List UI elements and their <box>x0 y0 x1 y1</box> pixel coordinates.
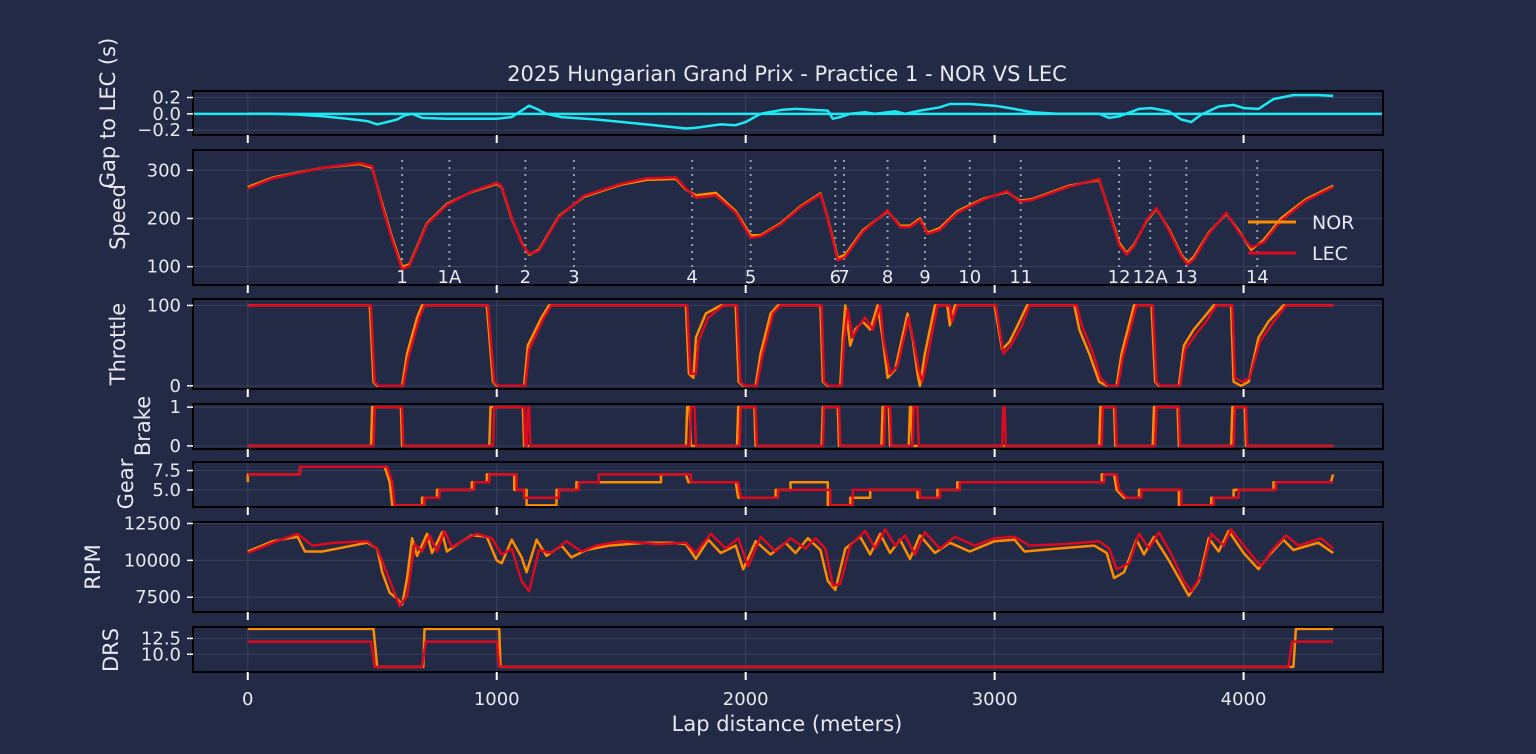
y-axis-title-speed: Speed <box>106 184 130 250</box>
corner-label-3: 3 <box>568 267 579 288</box>
legend: NOR LEC <box>1248 212 1354 265</box>
corner-label-0: 1 <box>396 267 407 288</box>
series-line-gear-nor <box>246 465 1335 507</box>
chart-title: 2025 Hungarian Grand Prix - Practice 1 -… <box>507 62 1067 86</box>
x-tick-label-2: 2000 <box>723 689 769 710</box>
series-line-throttle-lec <box>247 304 1334 388</box>
y-tick-label-drs-0: 10.0 <box>141 644 181 665</box>
corner-label-6: 6 <box>830 267 841 288</box>
corner-label-10: 10 <box>958 267 981 288</box>
series-line-brake-lec <box>247 405 1334 448</box>
y-axis-title-throttle: Throttle <box>106 303 130 386</box>
series-line-drs-lec <box>247 640 1334 669</box>
panel-frame-drs <box>192 626 1384 673</box>
panel-frame-gap <box>192 90 1384 136</box>
panel-drs: 10.012.5 DRS <box>99 626 1384 680</box>
y-axis-title-gap: Gap to LEC (s) <box>96 38 120 189</box>
panel-frame-gear <box>192 461 1384 508</box>
x-tick-label-0: 0 <box>242 689 253 710</box>
y-tick-label-speed-1: 200 <box>147 208 181 229</box>
y-tick-label-rpm-2: 12500 <box>124 513 181 534</box>
x-tick-label-4: 4000 <box>1221 689 1267 710</box>
y-axis-title-brake: Brake <box>131 396 155 456</box>
panel-gear: 5.07.5 Gear <box>114 458 1384 515</box>
series-line-gap-gap <box>247 93 1334 130</box>
y-tick-label-throttle-1: 100 <box>147 295 181 316</box>
y-tick-label-throttle-0: 0 <box>170 376 181 397</box>
corner-label-8: 8 <box>882 267 893 288</box>
y-tick-label-gap-0: −0.2 <box>137 120 181 141</box>
x-tick-label-1: 1000 <box>474 689 520 710</box>
panel-frame-speed <box>192 149 1384 286</box>
y-axis-title-drs: DRS <box>99 628 123 672</box>
corner-label-13: 12A <box>1133 267 1169 288</box>
y-tick-label-brake-1: 1 <box>170 397 181 418</box>
panel-brake: 0 1 Brake <box>131 396 1384 457</box>
corner-label-14: 13 <box>1175 267 1198 288</box>
x-axis-ticks: 0 1000 2000 3000 4000 <box>242 689 1266 710</box>
y-tick-label-gap-1: 0.0 <box>152 104 181 125</box>
y-tick-label-drs-1: 12.5 <box>141 628 181 649</box>
y-tick-label-gap-2: 0.2 <box>152 88 181 109</box>
y-tick-label-rpm-1: 10000 <box>124 550 181 571</box>
series-line-drs-nor <box>247 627 1334 669</box>
corner-label-11: 11 <box>1009 267 1032 288</box>
panel-frame-rpm <box>192 521 1384 613</box>
series-line-gear-lec <box>247 465 1334 507</box>
y-tick-label-gear-1: 7.5 <box>152 461 181 482</box>
panel-rpm: 7500 10000 12500 RPM <box>81 513 1384 620</box>
corner-label-1: 1A <box>438 267 462 288</box>
corner-label-9: 9 <box>919 267 930 288</box>
series-line-brake-nor <box>247 405 1334 448</box>
y-tick-label-speed-2: 300 <box>147 160 181 181</box>
y-tick-label-rpm-0: 7500 <box>135 587 181 608</box>
legend-label-nor: NOR <box>1312 212 1354 234</box>
y-tick-label-speed-0: 100 <box>147 257 181 278</box>
y-tick-label-gear-0: 5.0 <box>152 480 181 501</box>
panel-gap: −0.20.00.2 Gap to LEC (s) <box>96 38 1384 189</box>
corner-label-7: 7 <box>838 267 849 288</box>
panel-speed: 1 1A 2 3 4 5 67 8 9 10 11 12 12A 13 14 100 200 300 Speed NO… <box>106 149 1384 293</box>
corner-label-2: 2 <box>520 267 531 288</box>
legend-label-lec: LEC <box>1312 243 1348 265</box>
series-line-speed-lec <box>247 161 1334 271</box>
x-axis-title: Lap distance (meters) <box>672 712 903 736</box>
series-line-rpm-lec <box>247 528 1335 608</box>
panel-frame-brake <box>192 403 1384 450</box>
corner-label-4: 4 <box>686 267 697 288</box>
y-axis-title-rpm: RPM <box>81 544 105 589</box>
corner-label-5: 5 <box>745 267 756 288</box>
corner-label-15: 14 <box>1246 267 1269 288</box>
y-axis-title-gear: Gear <box>114 458 138 509</box>
panel-throttle: 0 100 Throttle <box>106 295 1384 397</box>
corner-label-12: 12 <box>1108 267 1131 288</box>
panel-frame-throttle <box>192 298 1384 390</box>
x-tick-label-3: 3000 <box>972 689 1018 710</box>
y-tick-label-brake-0: 0 <box>170 436 181 457</box>
